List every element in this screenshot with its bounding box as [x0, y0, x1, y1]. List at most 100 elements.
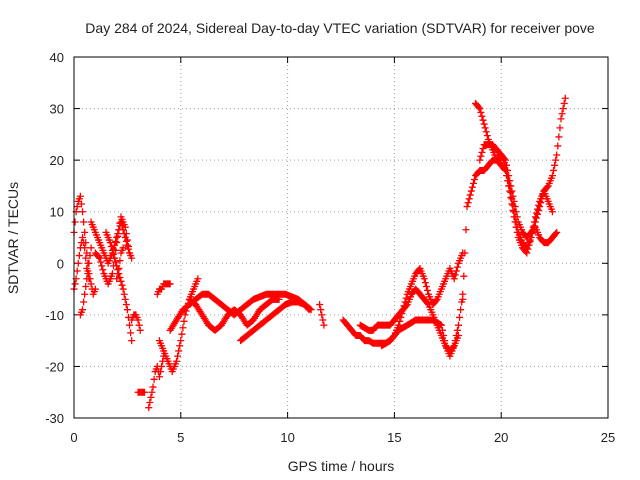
data-point: [111, 254, 119, 262]
data-point: [553, 151, 561, 159]
data-point: [83, 275, 91, 283]
data-point: [524, 245, 532, 253]
data-point: [483, 132, 491, 140]
y-tick-label: -20: [45, 359, 64, 374]
data-point: [128, 254, 136, 262]
data-series: [237, 298, 315, 345]
data-point: [307, 306, 315, 314]
data-point: [147, 393, 155, 401]
data-point: [81, 228, 89, 236]
data-point: [441, 337, 449, 345]
data-point: [145, 404, 153, 412]
data-series: [378, 290, 467, 360]
data-point: [511, 203, 519, 211]
data-point: [463, 203, 471, 211]
data-point: [79, 234, 87, 241]
data-point: [116, 257, 124, 265]
data-point: [74, 259, 82, 267]
data-point: [560, 99, 568, 107]
data-point: [77, 200, 85, 208]
data-series: [76, 244, 95, 319]
data-point: [450, 275, 458, 283]
data-point: [119, 285, 127, 293]
data-point: [476, 105, 484, 113]
data-point: [553, 228, 561, 236]
data-point: [116, 219, 124, 227]
data-point: [453, 326, 461, 334]
data-point: [73, 267, 81, 275]
data-point: [113, 239, 121, 247]
data-point: [275, 295, 283, 303]
data-point: [82, 282, 90, 290]
data-point: [177, 337, 185, 345]
data-point: [422, 282, 430, 290]
data-point: [79, 306, 87, 314]
data-point: [481, 124, 489, 132]
x-tick-label: 15: [387, 430, 401, 445]
data-point: [79, 208, 87, 216]
data-point: [475, 103, 483, 111]
data-point: [148, 388, 156, 396]
data-point: [81, 290, 89, 298]
data-point: [80, 239, 88, 247]
data-point: [127, 329, 135, 337]
data-point: [155, 373, 163, 381]
data-point: [503, 161, 511, 169]
data-point: [180, 317, 188, 325]
data-point: [561, 94, 569, 102]
data-point: [424, 299, 432, 307]
data-point: [460, 272, 468, 280]
data-point: [451, 337, 459, 345]
tick-layer: 0 5 10 15 20 25 -30 -20 -10 0 10 20 30 40: [45, 50, 615, 445]
data-point: [556, 124, 564, 132]
data-point: [464, 199, 472, 207]
data-point: [179, 324, 187, 332]
x-tick-label: 10: [280, 430, 294, 445]
data-point: [480, 120, 488, 128]
data-point: [85, 259, 93, 267]
data-point: [534, 205, 542, 213]
data-point: [194, 275, 202, 283]
plot-frame: [73, 56, 609, 419]
data-point: [178, 330, 186, 338]
data-series: [185, 295, 283, 334]
data-series: [339, 249, 467, 347]
data-point: [80, 298, 88, 306]
data-point: [468, 183, 476, 191]
data-point: [421, 279, 429, 287]
data-point: [122, 230, 130, 238]
data-point: [452, 267, 460, 275]
data-point: [318, 311, 326, 319]
data-point: [119, 244, 127, 252]
data-point: [110, 250, 118, 258]
data-point: [482, 128, 490, 136]
x-tick-label: 25: [601, 430, 615, 445]
data-point: [166, 280, 174, 288]
data-point: [134, 316, 142, 324]
data-point: [554, 142, 562, 150]
data-point: [479, 145, 487, 153]
data-point: [126, 321, 134, 329]
data-point: [465, 195, 473, 203]
data-point: [450, 342, 458, 350]
data-point: [558, 110, 566, 118]
data-point: [112, 237, 120, 245]
data-point: [140, 388, 148, 396]
data-point: [526, 237, 534, 245]
data-point: [173, 357, 181, 365]
data-point: [451, 271, 459, 279]
data-point: [500, 155, 508, 163]
data-point: [95, 253, 103, 261]
data-point: [432, 297, 440, 305]
data-point: [530, 218, 538, 226]
data-point: [453, 263, 461, 271]
data-point: [84, 267, 92, 275]
data-point: [456, 313, 464, 321]
data-point: [437, 321, 445, 329]
data-point: [531, 213, 539, 221]
data-point: [87, 280, 95, 288]
data-point: [98, 262, 106, 270]
data-point: [500, 165, 508, 173]
data-point: [461, 249, 469, 257]
data-point: [316, 301, 324, 309]
